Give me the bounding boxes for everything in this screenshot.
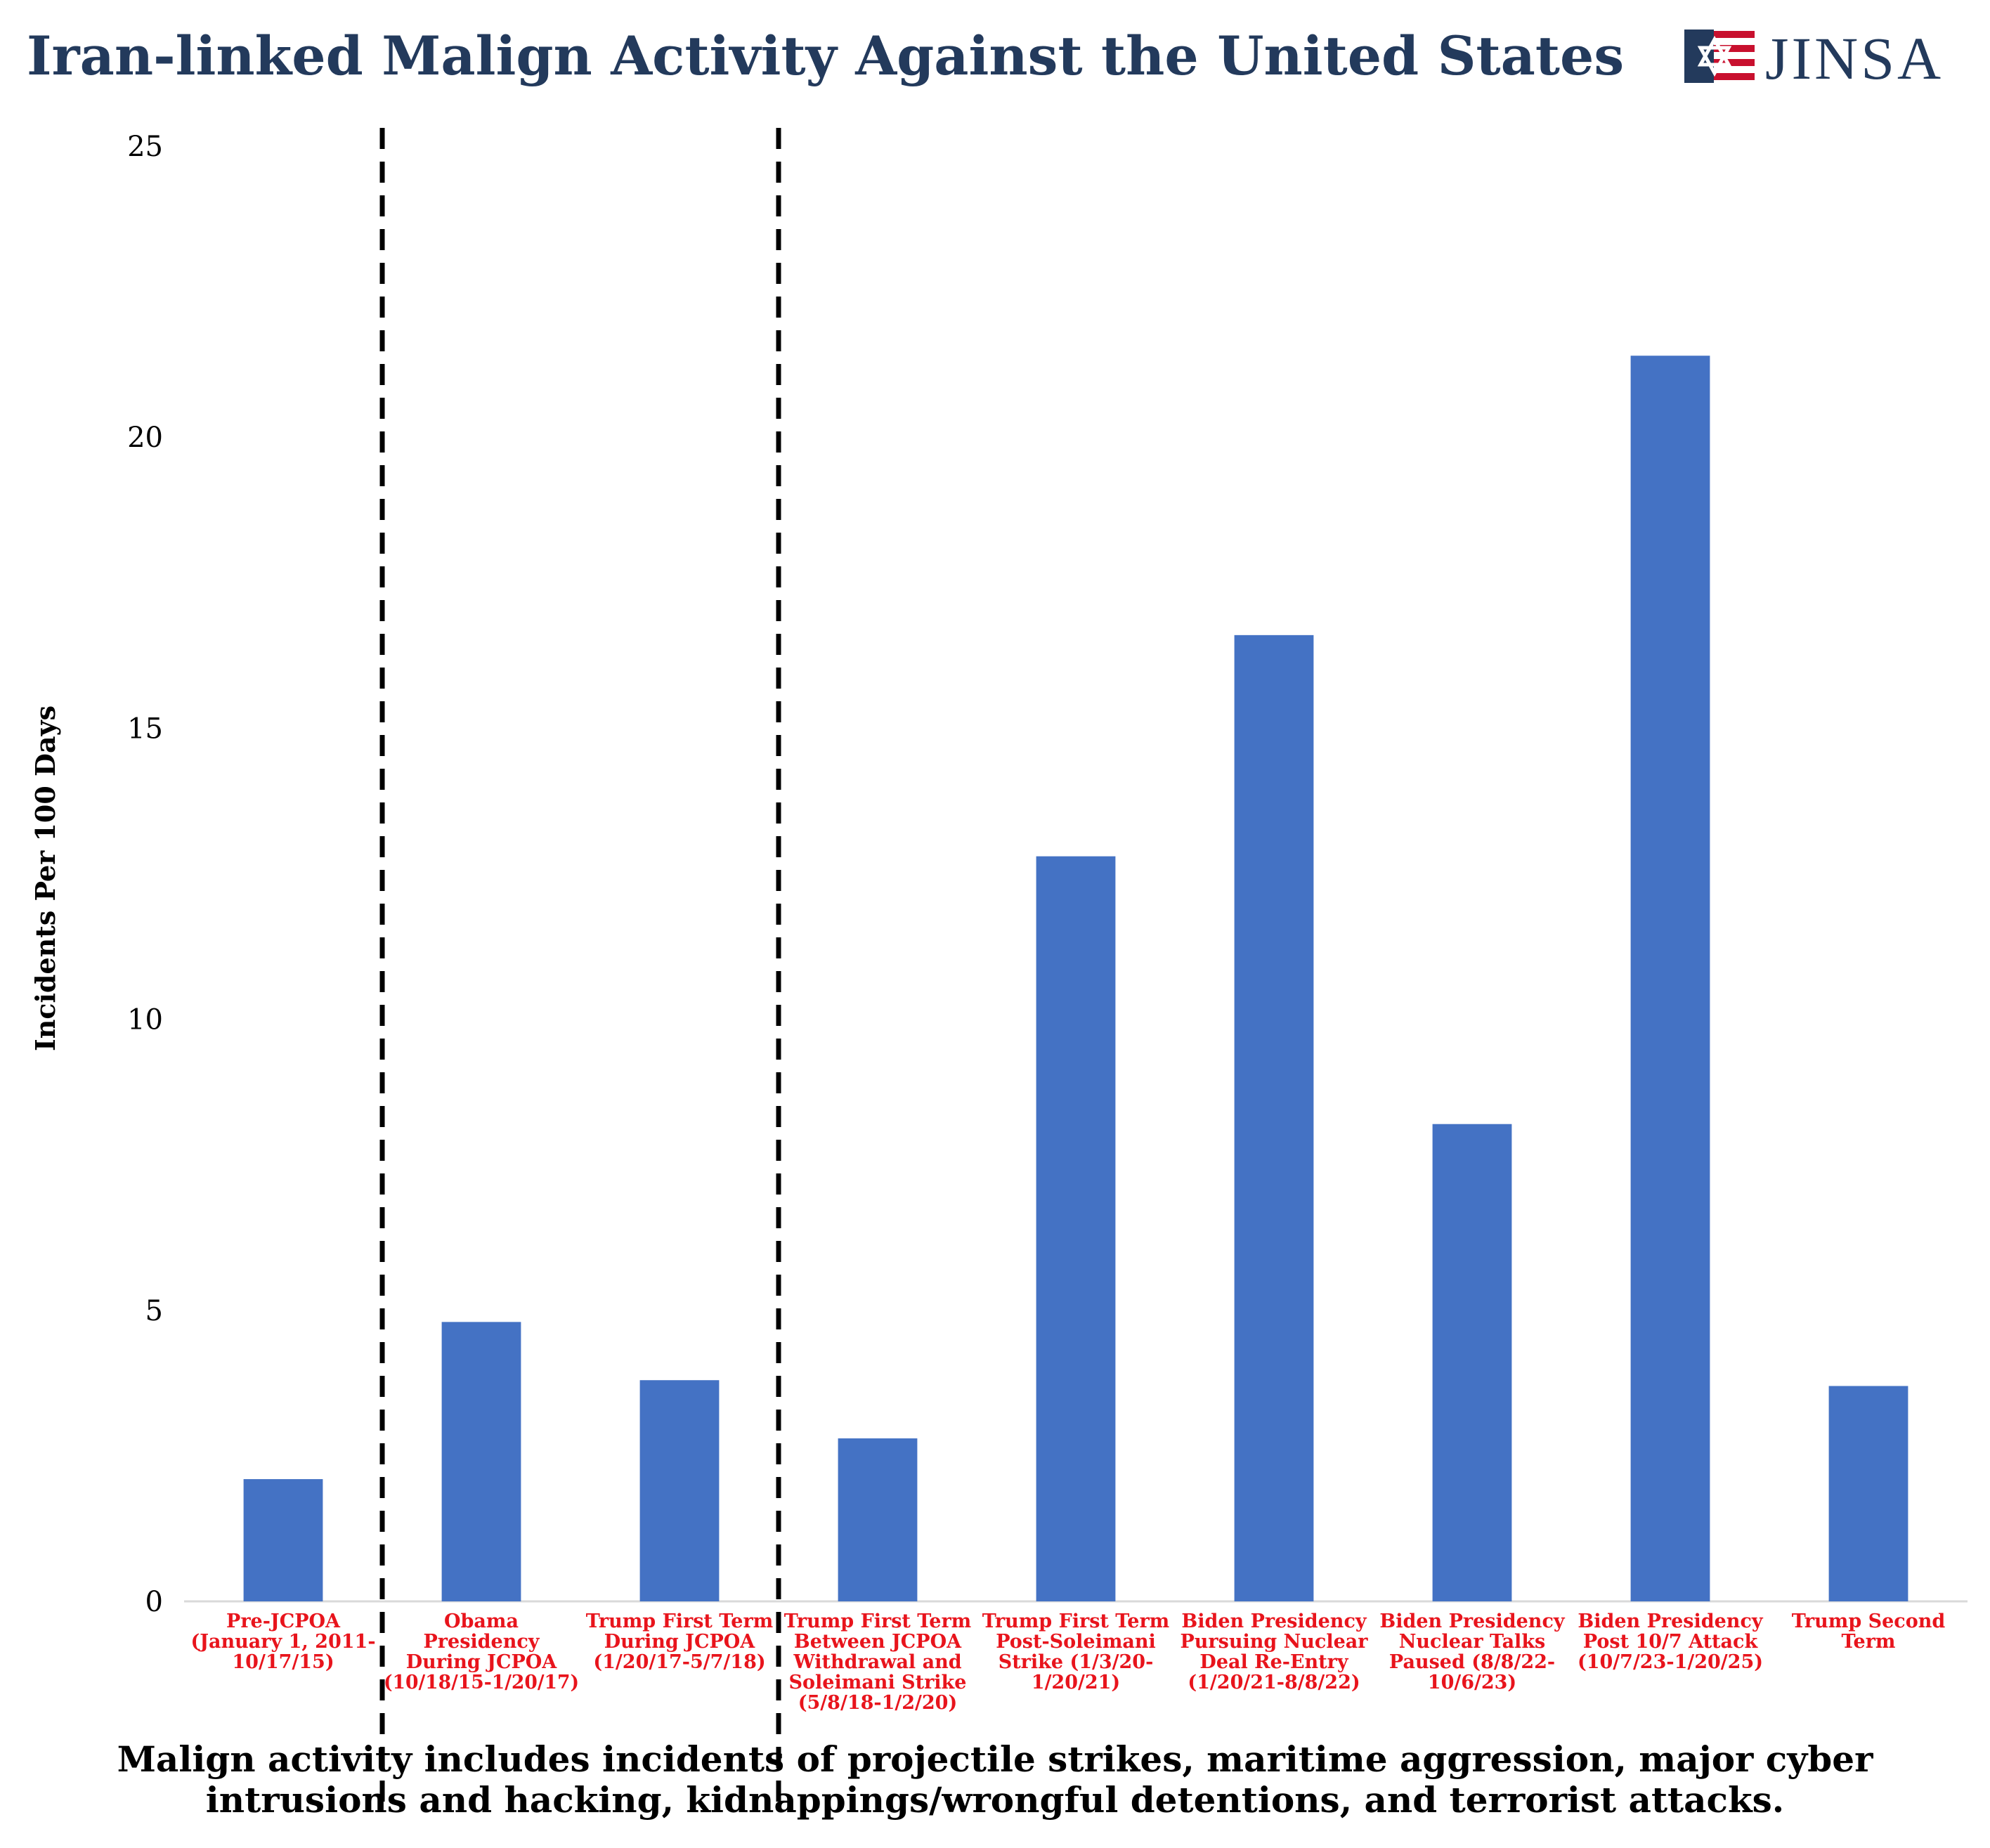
x-tick-label-line: (5/8/18-1/2/20) (798, 1692, 958, 1714)
bar (639, 1380, 720, 1601)
x-tick-label-line: Term (1842, 1631, 1896, 1653)
x-tick-label-line: Trump First Term (586, 1611, 774, 1632)
x-tick-label-line: During JCPOA (406, 1651, 558, 1673)
y-tick-label: 15 (127, 712, 163, 745)
y-tick-label: 10 (127, 1004, 163, 1036)
x-tick-label: Pre-JCPOA (January 1, 2011-10/17/15) (190, 1611, 375, 1673)
bars (243, 356, 1908, 1602)
footnote: Malign activity includes incidents of pr… (117, 1738, 1873, 1821)
x-tick-label: Trump First Term Between JCPOA Withdrawal … (784, 1611, 972, 1714)
x-tick-label-line: Withdrawal and (793, 1651, 961, 1673)
footnote-line: Malign activity includes incidents of pr… (117, 1738, 1873, 1780)
x-tick-label-line: (10/18/15-1/20/17) (384, 1672, 579, 1693)
bar (1630, 356, 1710, 1601)
x-tick-label-line: Presidency (424, 1631, 540, 1653)
bar (441, 1322, 521, 1601)
chart-title: Iran-linked Malign Activity Against the … (27, 25, 1624, 87)
x-tick-label-line: (1/20/17-5/7/18) (593, 1651, 765, 1673)
x-tick-label-line: Post-Soleimani (996, 1631, 1156, 1653)
x-tick-label-line: Strike (1/3/20- (999, 1651, 1154, 1673)
x-tick-label-line: Between JCPOA (794, 1631, 962, 1653)
x-tick-label-line: Trump Second (1792, 1611, 1946, 1632)
x-tick-label-line: (10/7/23-1/20/25) (1578, 1651, 1763, 1673)
x-tick-label-line: Biden Presidency (1181, 1611, 1367, 1632)
x-tick-label-line: (January 1, 2011- (190, 1631, 375, 1653)
x-tick-label-line: Paused (8/8/22- (1389, 1651, 1555, 1673)
y-axis-label: Incidents Per 100 Days (30, 705, 61, 1051)
x-tick-label-line: Pursuing Nuclear (1180, 1631, 1368, 1653)
y-axis: 0 5 10 15 20 25 (127, 131, 163, 1618)
x-tick-label-line: Obama (444, 1611, 519, 1632)
bar (838, 1438, 918, 1601)
x-tick-label-line: During JCPOA (604, 1631, 756, 1653)
x-tick-label-line: Soleimani Strike (789, 1672, 967, 1693)
bar (1036, 856, 1116, 1601)
x-tick-label: Obama Presidency During JCPOA (10/18/15-1/2… (384, 1611, 579, 1693)
x-tick-label-line: 10/17/15) (232, 1651, 334, 1673)
x-tick-label-line: 10/6/23) (1428, 1672, 1516, 1693)
x-tick-label: Trump First Term During JCPOA (1/20/17-5/7… (586, 1611, 774, 1673)
logo-text: JINSA (1765, 25, 1944, 92)
y-tick-label: 5 (145, 1295, 163, 1327)
jinsa-logo: JINSA (1684, 25, 1944, 92)
x-tick-label: Trump Second Term (1792, 1611, 1946, 1653)
x-tick-label-line: Deal Re-Entry (1199, 1651, 1348, 1673)
y-tick-label: 20 (127, 422, 163, 454)
bar (1234, 635, 1314, 1602)
bar (1432, 1124, 1512, 1601)
footnote-line: intrusions and hacking, kidnappings/wron… (206, 1779, 1784, 1821)
x-tick-label-line: Biden Presidency (1379, 1611, 1565, 1632)
x-tick-label-line: 1/20/21) (1032, 1672, 1120, 1693)
y-tick-label: 25 (127, 131, 163, 163)
x-tick-label-line: Post 10/7 Attack (1583, 1631, 1759, 1653)
bar (1828, 1386, 1908, 1601)
x-tick-label-line: (1/20/21-8/8/22) (1188, 1672, 1360, 1693)
x-tick-label: Biden Presidency Pursuing Nuclear Deal Re-… (1180, 1611, 1368, 1693)
y-tick-label: 0 (145, 1586, 163, 1618)
x-tick-label-line: Pre-JCPOA (226, 1611, 341, 1632)
x-tick-label: Biden Presidency Post 10/7 Attack (10/7/23… (1578, 1611, 1764, 1673)
flag-star-icon (1684, 30, 1755, 83)
period-dividers (379, 128, 781, 1802)
bar (243, 1479, 323, 1601)
x-tick-label-line: Trump First Term (982, 1611, 1170, 1632)
x-tick-label: Trump First Term Post-Soleimani Strike (1/… (982, 1611, 1170, 1693)
x-tick-label-line: Trump First Term (784, 1611, 972, 1632)
x-tick-label-line: Nuclear Talks (1399, 1631, 1545, 1653)
x-axis-labels: Pre-JCPOA (January 1, 2011-10/17/15)Obama… (190, 1611, 1945, 1714)
x-tick-label: Biden Presidency Nuclear Talks Paused (8/8… (1379, 1611, 1565, 1693)
x-tick-label-line: Biden Presidency (1578, 1611, 1763, 1632)
